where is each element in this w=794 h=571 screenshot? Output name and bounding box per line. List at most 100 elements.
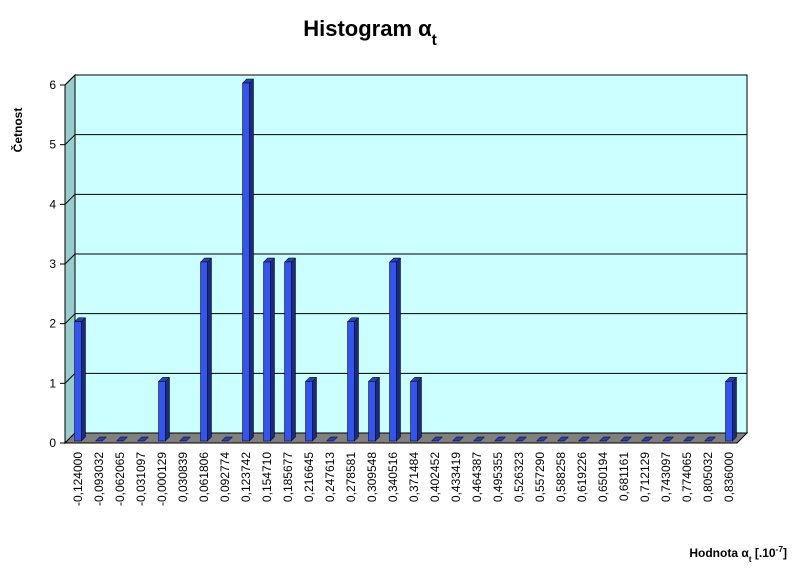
bar-top	[577, 436, 591, 442]
x-tick-label: 0,619226	[575, 452, 589, 502]
x-tick-label: 0,340516	[386, 452, 400, 502]
bar-side	[249, 78, 254, 442]
label-part: t	[432, 32, 437, 49]
label-part: ]	[783, 546, 787, 560]
bar-side	[417, 376, 422, 442]
x-tick-label: 0,185677	[281, 452, 295, 502]
y-tick-label: 6	[49, 78, 56, 92]
bar	[74, 321, 82, 442]
x-tick-label: 0,805032	[701, 452, 715, 502]
bar-top	[703, 436, 717, 442]
bar-top	[619, 436, 633, 442]
x-tick-label: 0,371484	[407, 452, 421, 502]
grid-line	[64, 372, 76, 384]
x-tick-label: 0,402452	[428, 452, 442, 502]
y-tick-label: 4	[49, 197, 56, 211]
bar-top	[514, 436, 528, 442]
x-tick-label: -0,062065	[113, 452, 127, 506]
label-part: -7	[776, 544, 784, 554]
bar-side	[270, 257, 275, 442]
x-tick-label: 0,681161	[617, 452, 631, 501]
bar-top	[220, 436, 234, 442]
bar	[410, 381, 418, 442]
y-tick-label: 3	[49, 257, 56, 271]
bar-side	[165, 376, 170, 442]
bar	[284, 261, 292, 442]
bar-top	[325, 436, 339, 442]
x-tick-label: 0,123742	[239, 452, 253, 502]
x-tick-label: 0,247613	[323, 452, 337, 502]
x-tick-label: -0,031097	[134, 452, 148, 506]
bar-top	[94, 436, 108, 442]
x-tick-label: 0,154710	[260, 452, 274, 502]
x-tick-label: 0,774065	[680, 452, 694, 502]
y-tick-label: 5	[49, 138, 56, 152]
x-tick-label: 0,278581	[344, 452, 358, 502]
x-tick-label: 0,588258	[554, 452, 568, 502]
x-tick-label: 0,743097	[659, 452, 673, 502]
grid-line	[64, 432, 76, 444]
bar-top	[535, 436, 549, 442]
x-tick-label: 0,526323	[512, 452, 526, 502]
bar-top	[178, 436, 192, 442]
bar	[347, 321, 355, 442]
grid-line	[64, 313, 76, 325]
bar	[242, 82, 250, 442]
bar-top	[430, 436, 444, 442]
label-part: Hodnota α	[689, 546, 749, 560]
bar-top	[682, 436, 696, 442]
y-tick-label: 2	[49, 317, 56, 331]
grid-line	[64, 74, 76, 86]
x-tick-label: 0,433419	[449, 452, 463, 502]
x-tick-label: 0,309548	[365, 452, 379, 502]
x-tick-label: 0,464387	[470, 452, 484, 502]
bar	[368, 381, 376, 442]
y-axis-label: Četnost	[10, 108, 25, 153]
bar-side	[375, 376, 380, 442]
x-tick-label: 0,495355	[491, 452, 505, 502]
bar	[200, 261, 208, 442]
bar-top	[640, 436, 654, 442]
bar-side	[81, 317, 86, 442]
bar-side	[396, 257, 401, 442]
bar-side	[291, 257, 296, 442]
bar-top	[598, 436, 612, 442]
x-tick-label: -0,000129	[155, 452, 169, 506]
x-tick-label: 0,092774	[218, 452, 232, 502]
bar	[305, 381, 313, 442]
x-tick-label: 0,557290	[533, 452, 547, 502]
bar-side	[732, 376, 737, 442]
label-part: [.10	[752, 546, 776, 560]
bar-top	[136, 436, 150, 442]
x-tick-label: 0,061806	[197, 452, 211, 502]
grid-line	[64, 193, 76, 205]
x-tick-label: 0,836000	[722, 452, 736, 502]
bar-top	[451, 436, 465, 442]
grid-line	[64, 134, 76, 146]
bar-top	[661, 436, 675, 442]
chart-title: Histogram αt	[303, 16, 437, 49]
x-tick-label: 0,712129	[638, 452, 652, 502]
bar	[158, 381, 166, 442]
x-axis-label: Hodnota αt [.10-7]	[689, 544, 787, 564]
bar-top	[556, 436, 570, 442]
bar-side	[207, 257, 212, 442]
grid-line	[64, 253, 76, 265]
bar-top	[493, 436, 507, 442]
bar-top	[115, 436, 129, 442]
bar-side	[354, 317, 359, 442]
label-part: t	[749, 554, 752, 564]
x-tick-label: 0,650194	[596, 452, 610, 502]
bar	[263, 261, 271, 442]
y-tick-label: 0	[49, 436, 56, 450]
x-tick-label: 0,216645	[302, 452, 316, 502]
label-part: Histogram α	[303, 16, 432, 41]
y-tick-label: 1	[49, 376, 56, 390]
bar	[725, 381, 733, 442]
x-tick-label: -0,093032	[92, 452, 106, 506]
bar-top	[472, 436, 486, 442]
bar-side	[312, 376, 317, 442]
x-tick-label: -0,124000	[71, 452, 85, 506]
x-tick-label: 0,030839	[176, 452, 190, 502]
